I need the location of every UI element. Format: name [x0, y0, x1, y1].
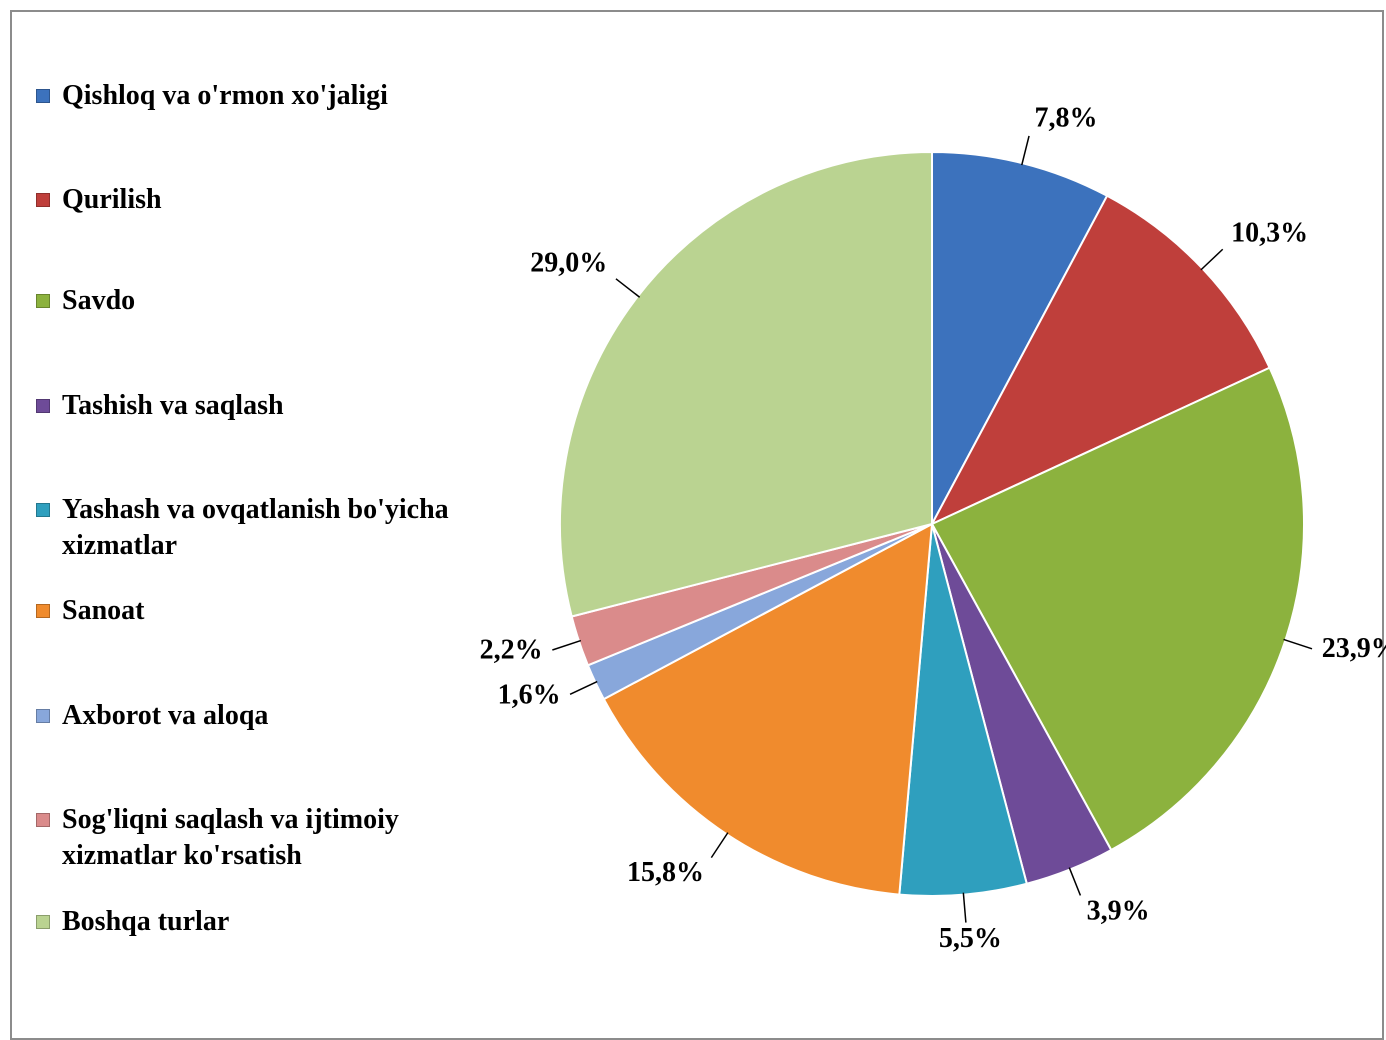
data-label: 29,0%	[530, 248, 607, 279]
legend-swatch	[36, 709, 50, 723]
legend-item: Axborot va aloqa	[36, 698, 462, 734]
data-label: 5,5%	[939, 923, 1002, 954]
legend-item: Yashash va ovqatlanish bo'yicha xizmatla…	[36, 492, 462, 564]
leader-line	[569, 680, 598, 695]
legend-label: Savdo	[62, 285, 136, 316]
legend-item: Sanoat	[36, 593, 462, 629]
leader-line	[552, 639, 582, 651]
legend-label: Axborot va aloqa	[62, 700, 269, 731]
legend-item: Qurilish	[36, 182, 462, 218]
data-label: 15,8%	[627, 857, 704, 888]
leader-line	[1021, 135, 1030, 166]
legend-swatch	[36, 294, 50, 308]
legend-label: Sanoat	[62, 595, 145, 626]
data-label: 1,6%	[498, 679, 561, 710]
legend-label: Qishloq va o'rmon xo'jaligi	[62, 80, 388, 111]
legend-swatch	[36, 193, 50, 207]
legend-item: Qishloq va o'rmon xo'jaligi	[36, 78, 462, 114]
leader-line	[615, 278, 641, 298]
data-label: 10,3%	[1231, 218, 1308, 249]
legend-label: Boshqa turlar	[62, 906, 230, 937]
legend-item: Sog'liqni saqlash va ijtimoiy xizmatlar …	[36, 802, 462, 874]
legend-swatch	[36, 503, 50, 517]
leader-line	[962, 892, 967, 923]
data-label: 7,8%	[1034, 103, 1097, 134]
legend-label: Qurilish	[62, 184, 162, 215]
legend-swatch	[36, 813, 50, 827]
leader-line	[1283, 638, 1313, 650]
leader-line	[1068, 867, 1082, 896]
legend-item: Tashish va saqlash	[36, 388, 462, 424]
leader-line	[710, 832, 729, 859]
legend-swatch	[36, 399, 50, 413]
data-label: 23,9%	[1322, 633, 1386, 664]
legend-swatch	[36, 89, 50, 103]
legend-item: Savdo	[36, 283, 462, 319]
leader-line	[1200, 248, 1224, 271]
legend-label: Tashish va saqlash	[62, 390, 284, 421]
legend-label: Sog'liqni saqlash va ijtimoiy xizmatlar …	[62, 804, 399, 871]
data-label: 2,2%	[480, 634, 543, 665]
legend-swatch	[36, 604, 50, 618]
legend-label: Yashash va ovqatlanish bo'yicha xizmatla…	[62, 494, 449, 561]
legend-swatch	[36, 915, 50, 929]
data-label: 3,9%	[1087, 895, 1150, 926]
legend-item: Boshqa turlar	[36, 904, 462, 940]
